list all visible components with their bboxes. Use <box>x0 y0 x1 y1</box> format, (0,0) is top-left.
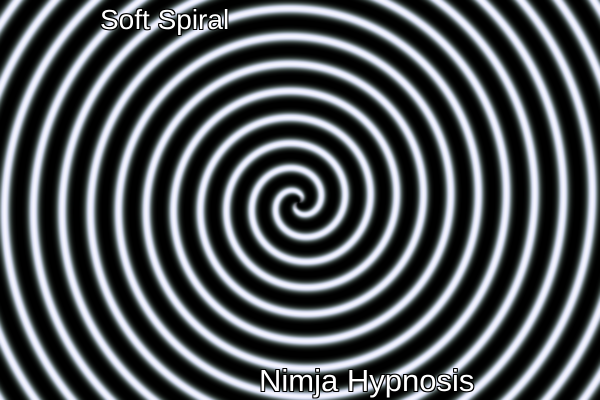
credit-caption: Nimja Hypnosis <box>259 363 475 398</box>
title-caption: Soft Spiral <box>100 4 230 35</box>
